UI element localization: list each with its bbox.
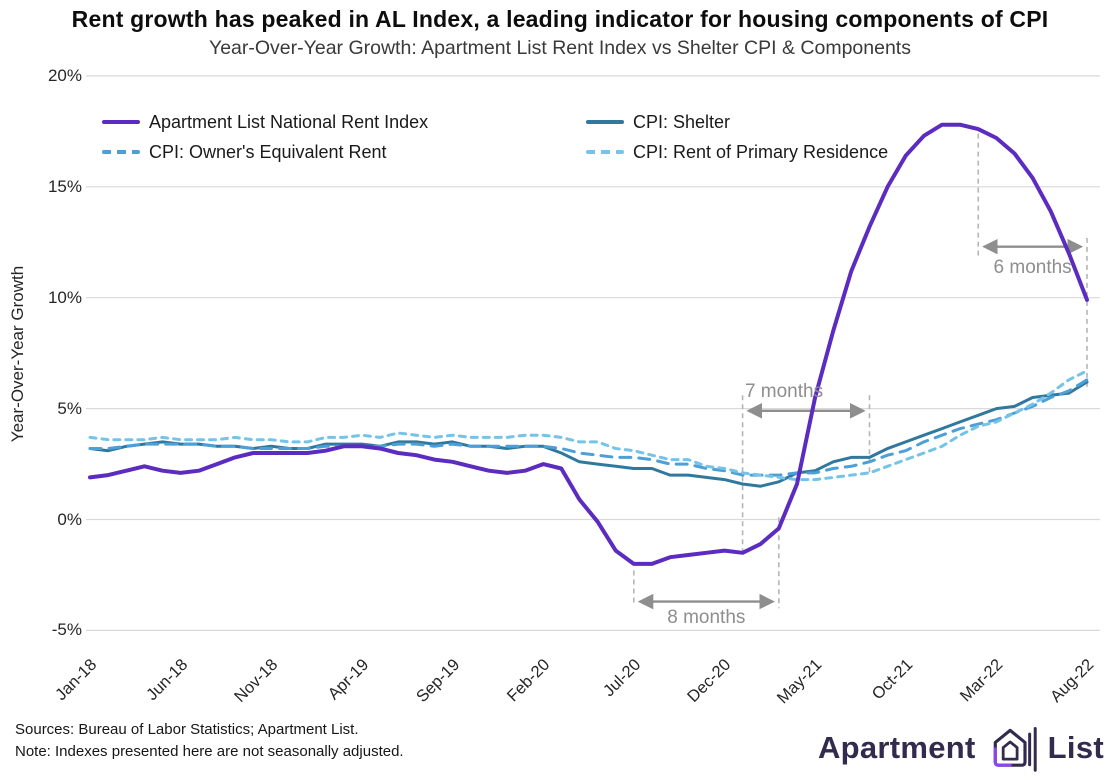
legend-swatch-2 bbox=[102, 150, 140, 154]
source-note: Sources: Bureau of Labor Statistics; Apa… bbox=[15, 719, 404, 763]
note-line: Note: Indexes presented here are not sea… bbox=[15, 743, 404, 760]
legend-label: CPI: Shelter bbox=[633, 111, 731, 132]
series-line-0 bbox=[88, 122, 1089, 566]
legend-label: CPI: Owner's Equivalent Rent bbox=[149, 141, 387, 162]
annotation-label-8-months: 8 months bbox=[667, 607, 746, 629]
logo-word-apartment: Apartment bbox=[817, 730, 976, 765]
y-tick-label: 10% bbox=[47, 287, 82, 307]
series-line-2 bbox=[88, 378, 1089, 477]
series-line-3 bbox=[88, 369, 1089, 482]
page-title: Rent growth has peaked in AL Index, a le… bbox=[71, 6, 1049, 32]
legend-item-al-index: Apartment List National Rent Index bbox=[102, 111, 428, 133]
annotation-label-6-months: 6 months bbox=[993, 256, 1072, 278]
y-tick-label: 20% bbox=[47, 65, 82, 85]
legend-item-cpi-shelter: CPI: Shelter bbox=[586, 111, 730, 133]
annotation-label-7-months: 7 months bbox=[744, 380, 824, 402]
y-tick-label: -5% bbox=[51, 620, 82, 640]
y-tick-label: 15% bbox=[47, 176, 82, 196]
logo-word-list: List bbox=[1047, 730, 1104, 765]
sources-line: Sources: Bureau of Labor Statistics; Apa… bbox=[15, 721, 359, 738]
legend-swatch-1 bbox=[586, 120, 624, 124]
y-tick-label: 0% bbox=[57, 509, 82, 529]
legend-item-cpi-oer: CPI: Owner's Equivalent Rent bbox=[102, 141, 387, 163]
apartment-list-logo: Apartment List bbox=[818, 722, 1104, 774]
y-tick-label: 5% bbox=[57, 398, 82, 418]
legend-swatch-0 bbox=[102, 120, 140, 124]
legend-label: CPI: Rent of Primary Residence bbox=[633, 141, 889, 162]
legend-swatch-3 bbox=[586, 150, 624, 154]
legend-item-cpi-rent: CPI: Rent of Primary Residence bbox=[586, 141, 888, 163]
legend-label: Apartment List National Rent Index bbox=[149, 111, 429, 132]
series-line-1 bbox=[88, 380, 1089, 488]
logo-house-icon bbox=[986, 722, 1038, 774]
page-subtitle: Year-Over-Year Growth: Apartment List Re… bbox=[209, 37, 911, 59]
